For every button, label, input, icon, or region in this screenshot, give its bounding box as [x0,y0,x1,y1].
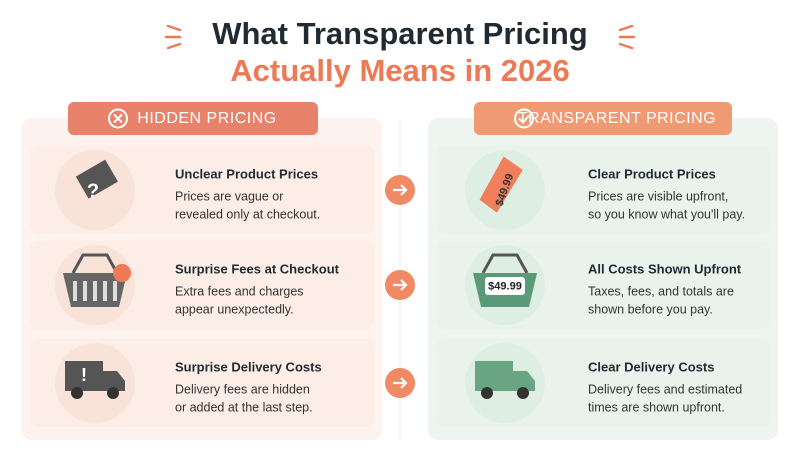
price-label [485,277,525,295]
row-title: Unclear Product Prices [175,166,318,181]
tag-icon [75,159,118,199]
row-title: Clear Delivery Costs [588,359,714,374]
row-title: Clear Product Prices [588,166,716,181]
header-icon [514,108,534,129]
row-title: Surprise Fees at Checkout [175,261,340,276]
header-icon [518,114,530,124]
header-icon [108,108,128,129]
row-description: so you know what you'll pay. [588,207,745,221]
arrow [393,377,408,389]
truck-cab [103,371,125,391]
badge [113,264,131,282]
basket-handle [71,253,119,274]
header-label: HIDDEN PRICING [137,110,276,127]
row-description: times are shown upfront. [588,400,725,414]
header-pill [474,102,732,135]
row-description: appear unexpectedly. [175,302,294,316]
header-pill [68,102,318,135]
truck-body [475,361,513,391]
row-description: Delivery fees are hidden [175,382,310,396]
row-description: Delivery fees and estimated [588,382,742,396]
row-title: Surprise Delivery Costs [175,359,322,374]
title: What Transparent Pricing Actually Means … [164,16,636,88]
arrow [393,279,408,291]
icon-text: ! [81,365,87,385]
wheel [517,387,529,399]
wheel [481,387,493,399]
arrow [393,184,408,196]
slot [93,281,97,301]
header-label: TRANSPARENT PRICING [518,110,716,127]
row-description: revealed only at checkout. [175,207,320,221]
truck-cab [513,371,535,391]
wheel [71,387,83,399]
title-line: Actually Means in 2026 [230,53,569,88]
content: HIDDEN PRICING? Unclear Product Prices Pri… [30,102,770,427]
icon-text: ? [87,180,99,202]
row-description: or added at the last step. [175,400,313,414]
decoration [164,24,636,50]
row-description: Taxes, fees, and totals are [588,284,734,298]
truck-body [65,361,103,391]
slot [83,281,87,301]
row-title: All Costs Shown Upfront [588,261,742,276]
slot [113,281,117,301]
row-description: shown before you pay. [588,302,713,316]
slot [103,281,107,301]
icon-text: $49.99 [488,280,522,292]
wheel [107,387,119,399]
basket-handle [481,253,529,274]
row-description: Extra fees and charges [175,284,304,298]
tag-icon [479,156,523,213]
header-icon [113,113,123,124]
row-description: Prices are visible upfront, [588,189,728,203]
slot [73,281,77,301]
row-description: Prices are vague or [175,189,283,203]
title-line: What Transparent Pricing [212,16,588,51]
